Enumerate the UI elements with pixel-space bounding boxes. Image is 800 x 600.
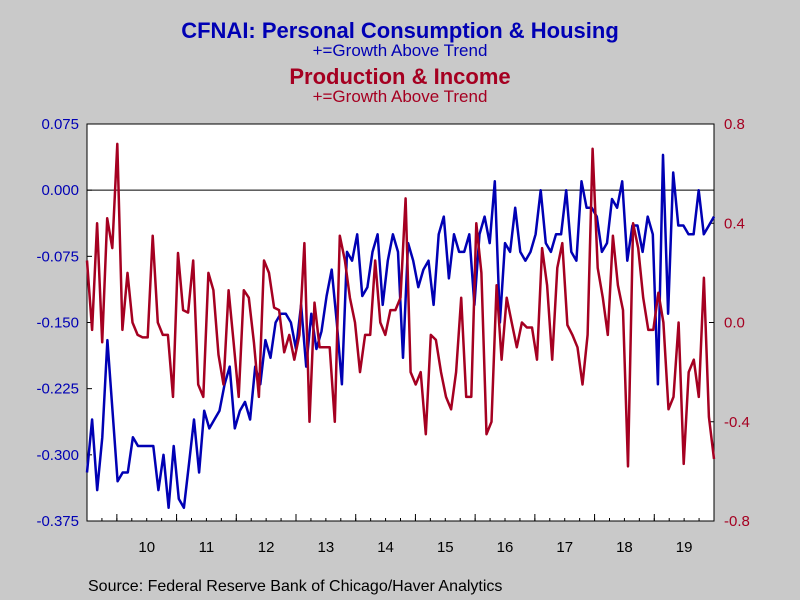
x-axis-tick-label: 18 [616, 539, 633, 556]
blue-chart-title: CFNAI: Personal Consumption & Housing [181, 18, 619, 43]
blue-chart-subtitle: +=Growth Above Trend [312, 41, 488, 60]
right-axis-tick-label: 0.4 [724, 215, 745, 232]
right-axis-tick-label: -0.4 [724, 414, 750, 431]
x-axis-tick-label: 19 [676, 539, 693, 556]
x-axis-tick-label: 12 [258, 539, 275, 556]
right-axis-tick-label: -0.8 [724, 513, 750, 530]
left-axis-tick-label: -0.150 [36, 315, 79, 332]
left-axis-tick-label: -0.375 [36, 513, 79, 530]
x-axis-tick-label: 17 [556, 539, 573, 556]
x-axis-tick-label: 15 [437, 539, 454, 556]
x-axis-tick-label: 10 [138, 539, 155, 556]
left-axis-tick-label: 0.000 [41, 182, 79, 199]
red-chart-title: Production & Income [289, 64, 511, 89]
x-axis-tick-label: 16 [497, 539, 514, 556]
consumption-housing-series-line [85, 153, 716, 510]
production-income-series-line [85, 142, 716, 468]
right-axis-tick-label: 0.0 [724, 315, 745, 332]
source-note: Source: Federal Reserve Bank of Chicago/… [88, 578, 503, 595]
left-axis-tick-label: -0.225 [36, 381, 79, 398]
left-axis-tick-label: -0.300 [36, 447, 79, 464]
red-chart-subtitle: +=Growth Above Trend [312, 87, 488, 106]
left-axis-tick-label: 0.075 [41, 116, 79, 133]
x-axis-tick-label: 11 [199, 539, 215, 556]
x-axis-tick-label: 14 [377, 539, 394, 556]
left-axis-tick-label: -0.075 [36, 248, 79, 265]
right-axis-tick-label: 0.8 [724, 116, 745, 133]
x-axis-tick-label: 13 [318, 539, 335, 556]
